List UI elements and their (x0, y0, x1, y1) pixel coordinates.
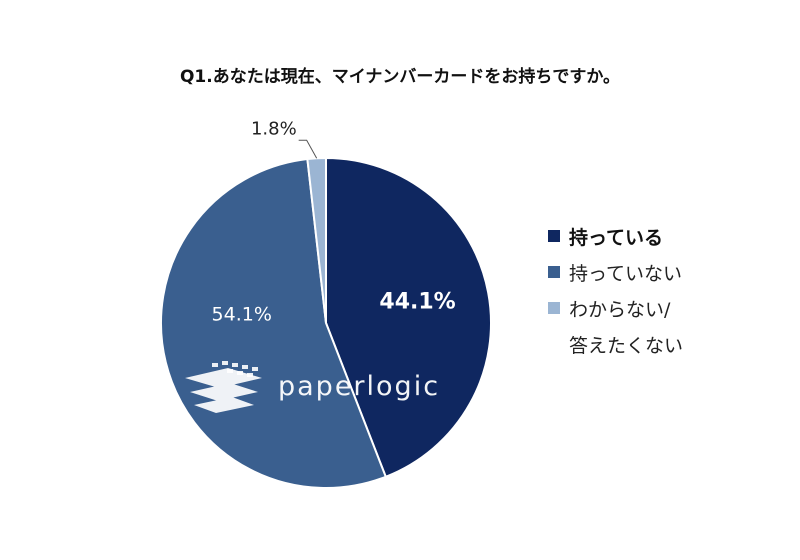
chart-title: Q1.あなたは現在、マイナンバーカードをお持ちですか。 (179, 67, 621, 87)
slice-have (325, 156, 492, 479)
legend-swatch (548, 230, 560, 242)
data-label-have: 44.1% (379, 290, 455, 315)
legend-item-not-have: 持っていない (548, 254, 683, 290)
legend-item-unknown: わからない/ (548, 290, 683, 326)
legend-label: 持っている (569, 226, 664, 249)
legend: 持っている 持っていない わからない/ 答えたくない (548, 218, 683, 366)
legend-swatch (548, 302, 560, 314)
legend-label-continued: 答えたくない (569, 335, 684, 357)
legend-swatch (548, 266, 560, 278)
leader-line (298, 139, 318, 159)
paperlogic-logo: paperlogic (185, 361, 440, 413)
legend-item-have: 持っている (548, 218, 683, 254)
data-label-not-have: 54.1% (212, 304, 272, 326)
watermark-text: paperlogic (278, 371, 440, 402)
legend-label: わからない/ (569, 298, 671, 321)
slice-unknown (306, 156, 327, 324)
legend-label: 持っていない (569, 262, 683, 285)
data-label-unknown: 1.8% (251, 118, 297, 139)
